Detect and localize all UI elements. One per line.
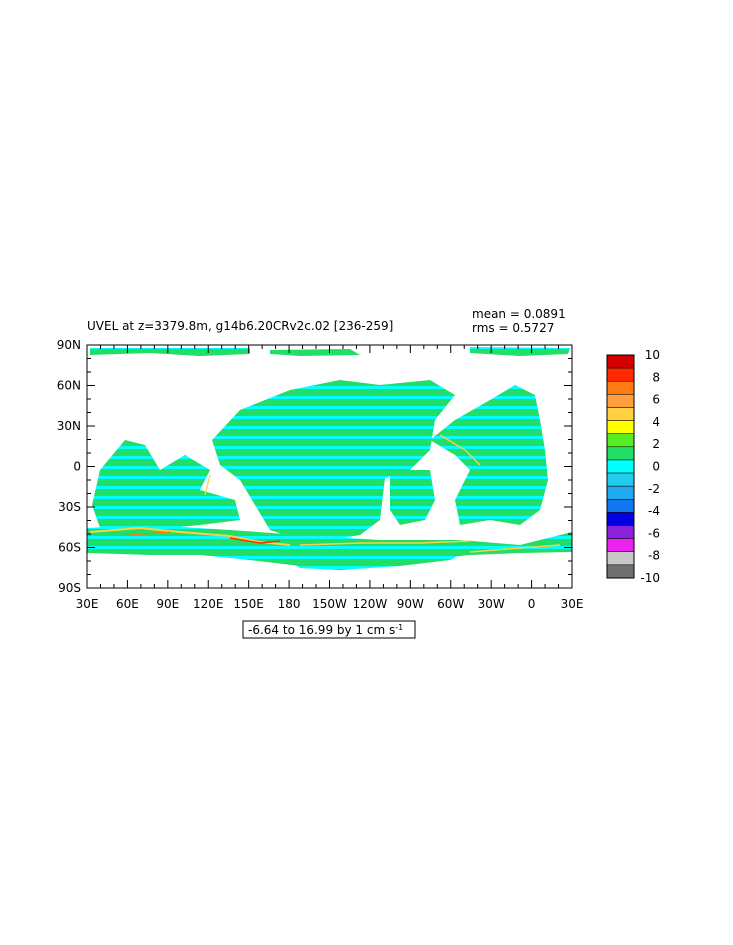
colorbar-label: 4: [652, 415, 660, 429]
colorbar-label: -6: [648, 526, 660, 540]
velocity-field: [87, 347, 572, 570]
y-tick-label: 90N: [57, 338, 81, 352]
colorbar-frame: [606, 354, 635, 579]
svg-text:-6.64 to 16.99 by 1 cm s-1: -6.64 to 16.99 by 1 cm s-1: [248, 623, 403, 637]
colorbar-label: 0: [652, 460, 660, 474]
rms-label: rms = 0.5727: [472, 321, 554, 335]
y-tick-label: 30S: [58, 500, 81, 514]
plot-frame: [86, 344, 573, 589]
colorbar-label: 6: [652, 393, 660, 407]
colorbar-swatch: [606, 525, 635, 539]
colorbar-swatch: [606, 485, 635, 500]
colorbar-swatch: [606, 367, 635, 382]
x-tick-label: 90W: [397, 597, 424, 611]
x-tick-label: 120W: [353, 597, 388, 611]
current-streak: [469, 544, 561, 553]
x-tick-label: 150W: [312, 597, 347, 611]
y-tick-label: 0: [73, 460, 81, 474]
colorbar-label: -8: [648, 549, 660, 563]
colorbar-label: 2: [652, 437, 660, 451]
colorbar-swatch: [606, 551, 635, 566]
colorbar-swatch: [606, 459, 635, 474]
antarctic-current: [280, 545, 470, 570]
current-streak: [299, 540, 471, 546]
contour-unit-exponent: -1: [395, 623, 403, 632]
atlantic-ocean: [430, 385, 548, 525]
colorbar-swatch: [606, 407, 635, 421]
colorbar-label: -4: [648, 504, 660, 518]
mean-label: mean = 0.0891: [472, 307, 566, 321]
colorbar-swatch: [606, 512, 635, 526]
x-tick-label: 60W: [437, 597, 464, 611]
y-tick-label: 90S: [58, 581, 81, 595]
x-tick-label: 180: [278, 597, 301, 611]
colorbar-swatch: [606, 564, 635, 579]
colorbar-swatch: [606, 354, 635, 369]
x-tick-label: 60E: [116, 597, 139, 611]
colorbar-swatch: [606, 472, 635, 487]
colorbar-label: -2: [648, 482, 660, 496]
current-streak: [439, 434, 481, 466]
pacific-ocean: [212, 380, 455, 540]
colorbar-label: 8: [652, 370, 660, 384]
x-tick-label: 120E: [193, 597, 224, 611]
y-tick-label: 30N: [57, 419, 81, 433]
axes: 30E 60E 90E 120E 150E 180 150W 120W 90W 60W 30W 0 30…: [57, 338, 584, 611]
colorbar-swatch: [606, 538, 635, 553]
colorbar-swatch: [606, 394, 635, 408]
y-tick-label: 60N: [57, 379, 81, 393]
chart-title: UVEL at z=3379.8m, g14b6.20CRv2c.02 [236…: [87, 319, 393, 333]
x-tick-label: 0: [528, 597, 536, 611]
arctic-region: [90, 348, 250, 356]
colorbar-swatch: [606, 446, 635, 461]
colorbar-label: 10: [645, 348, 660, 362]
colorbar-label: -10: [640, 571, 660, 585]
colorbar-swatch: [606, 499, 635, 513]
colorbar: 10 8 6 4 2 0 -2 -4 -6 -8 -10: [606, 348, 660, 585]
arctic-region: [470, 347, 570, 356]
arctic-region: [270, 349, 360, 356]
current-streak: [129, 531, 171, 536]
colorbar-swatch: [606, 433, 635, 448]
south-atlantic: [390, 470, 435, 525]
current-streak: [204, 474, 211, 496]
x-tick-label: 30E: [561, 597, 584, 611]
indian-ocean: [92, 440, 240, 530]
x-tick-label: 30E: [76, 597, 99, 611]
contour-info-text: -6.64 to 16.99 by 1 cm s: [248, 623, 395, 637]
colorbar-swatch: [606, 420, 635, 434]
contour-info-box: [242, 620, 416, 639]
x-tick-label: 90E: [156, 597, 179, 611]
current-streak: [229, 537, 281, 544]
y-tick-label: 60S: [58, 541, 81, 555]
x-tick-label: 30W: [478, 597, 505, 611]
colorbar-swatch: [606, 380, 635, 395]
x-tick-label: 150E: [233, 597, 264, 611]
